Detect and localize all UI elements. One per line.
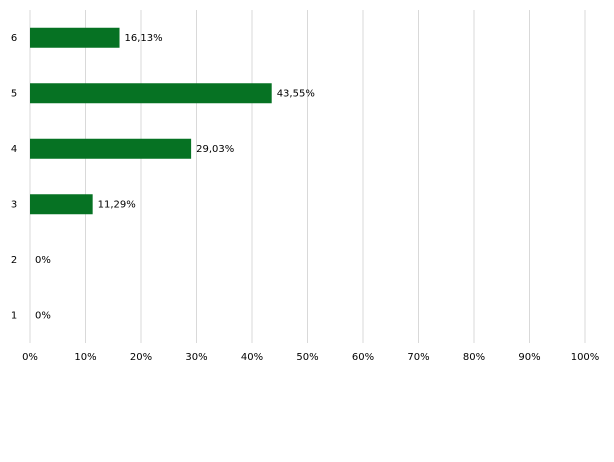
y-tick-label: 3	[11, 199, 17, 210]
bar	[30, 83, 272, 104]
y-tick-label: 5	[11, 88, 17, 99]
y-tick-label: 1	[11, 310, 17, 321]
x-tick-label: 60%	[352, 352, 374, 363]
x-tick-label: 30%	[185, 352, 207, 363]
value-label: 43,55%	[277, 88, 315, 99]
x-tick-label: 90%	[518, 352, 540, 363]
value-label: 29,03%	[196, 144, 234, 155]
x-tick-label: 50%	[296, 352, 318, 363]
value-label: 0%	[35, 310, 51, 321]
bar	[30, 27, 120, 48]
x-tick-label: 20%	[130, 352, 152, 363]
x-tick-label: 10%	[74, 352, 96, 363]
y-tick-label: 4	[11, 144, 17, 155]
y-tick-label: 2	[11, 255, 17, 266]
bar	[30, 194, 93, 215]
x-tick-label: 40%	[241, 352, 263, 363]
value-label: 11,29%	[98, 199, 136, 210]
value-label: 0%	[35, 255, 51, 266]
x-tick-label: 80%	[463, 352, 485, 363]
x-tick-label: 100%	[571, 352, 600, 363]
bar	[30, 138, 192, 159]
value-label: 16,13%	[125, 33, 163, 44]
y-tick-label: 6	[11, 33, 17, 44]
x-tick-label: 0%	[22, 352, 38, 363]
x-tick-label: 70%	[407, 352, 429, 363]
